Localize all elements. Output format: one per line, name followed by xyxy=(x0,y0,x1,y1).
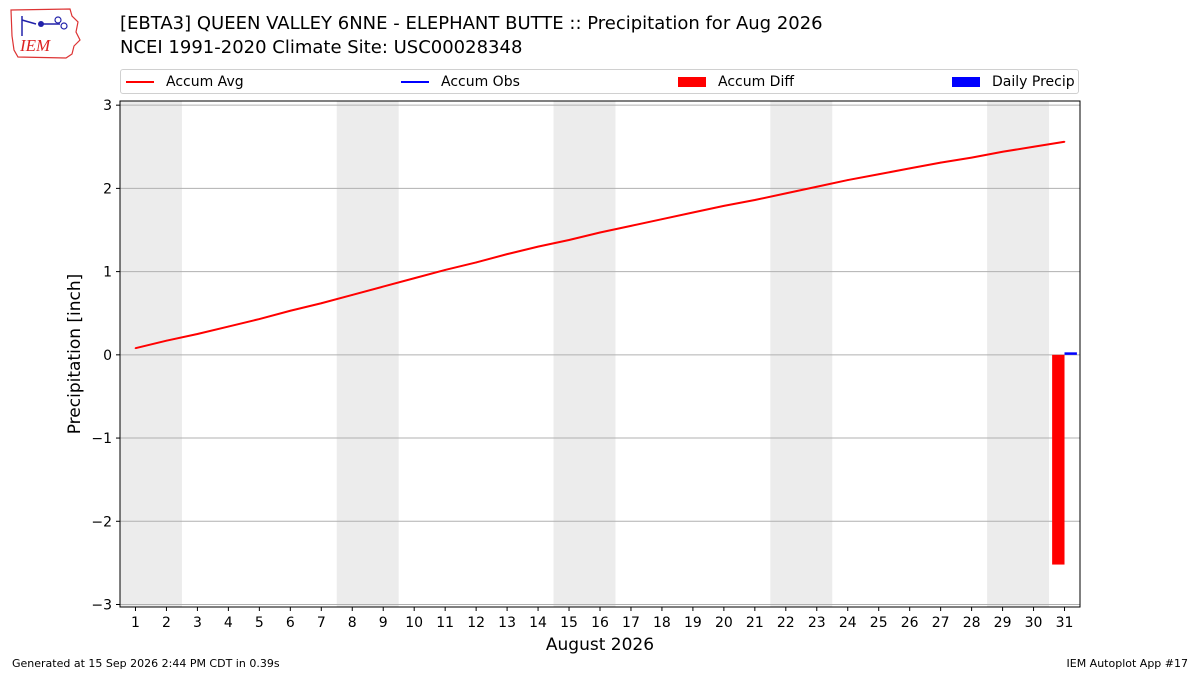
x-tick-label: 1 xyxy=(131,615,140,631)
y-tick-label: −3 xyxy=(91,598,112,614)
data-point xyxy=(815,185,818,188)
weekend-shade xyxy=(120,101,182,607)
legend-item-accum-avg: Accum Avg xyxy=(126,73,244,91)
y-tick-label: 1 xyxy=(103,265,112,281)
data-point xyxy=(537,245,539,248)
x-tick-label: 12 xyxy=(467,615,485,631)
data-point xyxy=(134,347,137,349)
legend-swatch-daily-precip xyxy=(952,77,980,87)
data-point xyxy=(196,333,199,335)
data-point xyxy=(289,309,292,312)
logo-text: IEM xyxy=(19,36,51,55)
data-point xyxy=(475,261,477,264)
data-point xyxy=(877,173,880,176)
x-tick-label: 16 xyxy=(591,615,609,631)
bar-daily-precip xyxy=(1064,352,1077,355)
x-tick-label: 18 xyxy=(653,615,671,631)
x-tick-label: 23 xyxy=(808,615,826,631)
data-point xyxy=(754,199,756,201)
data-point xyxy=(165,339,168,342)
data-point xyxy=(1001,150,1004,153)
data-point xyxy=(258,318,261,320)
x-tick-label: 30 xyxy=(1025,615,1043,631)
x-tick-label: 28 xyxy=(963,615,981,631)
x-tick-label: 17 xyxy=(622,615,640,631)
data-point xyxy=(939,161,942,164)
plot-frame xyxy=(119,100,1081,608)
x-tick-label: 5 xyxy=(255,615,264,631)
data-point xyxy=(351,294,354,296)
data-point xyxy=(444,269,446,271)
y-tick-label: 0 xyxy=(103,348,112,364)
x-tick-label: 24 xyxy=(839,615,857,631)
data-point xyxy=(568,239,570,241)
legend-label: Accum Obs xyxy=(441,74,520,90)
x-tick-label: 22 xyxy=(777,615,795,631)
legend-swatch-accum-avg xyxy=(126,81,154,83)
x-tick-label: 13 xyxy=(498,615,516,631)
y-tick-label: −2 xyxy=(91,514,112,530)
data-point xyxy=(506,253,508,255)
x-tick-label: 7 xyxy=(317,615,326,631)
legend: Accum Avg Accum Obs Accum Diff Daily Pre… xyxy=(120,69,1079,94)
data-point xyxy=(970,156,973,159)
weekend-shade xyxy=(987,101,1050,607)
legend-label: Accum Avg xyxy=(166,74,244,90)
weekend-shade xyxy=(770,101,833,607)
x-tick-label: 3 xyxy=(193,615,202,631)
data-point xyxy=(599,231,601,234)
x-tick-label: 29 xyxy=(994,615,1012,631)
iem-logo: IEM xyxy=(10,8,81,59)
data-point xyxy=(630,225,632,227)
data-point xyxy=(723,205,725,207)
data-point xyxy=(785,192,787,195)
generated-timestamp: Generated at 15 Sep 2026 2:44 PM CDT in … xyxy=(12,657,280,670)
x-tick-label: 14 xyxy=(529,615,547,631)
y-tick-label: 2 xyxy=(103,181,112,197)
autoplot-app-label: IEM Autoplot App #17 xyxy=(1066,657,1189,670)
x-tick-label: 4 xyxy=(224,615,233,631)
data-point xyxy=(413,277,415,280)
y-tick-label: 3 xyxy=(103,98,112,114)
legend-label: Daily Precip xyxy=(992,74,1075,90)
legend-label: Accum Diff xyxy=(718,74,795,90)
x-tick-label: 2 xyxy=(162,615,171,631)
data-point xyxy=(908,167,911,170)
data-point xyxy=(1063,140,1066,143)
data-point xyxy=(661,218,663,220)
y-axis-label: Precipitation [inch] xyxy=(65,274,85,435)
x-tick-label: 6 xyxy=(286,615,295,631)
legend-swatch-accum-diff xyxy=(678,77,706,87)
x-tick-label: 8 xyxy=(348,615,357,631)
x-tick-label: 19 xyxy=(684,615,702,631)
data-point xyxy=(382,285,385,288)
data-point xyxy=(227,325,230,328)
x-tick-label: 31 xyxy=(1056,615,1074,631)
x-tick-label: 21 xyxy=(746,615,764,631)
data-point xyxy=(320,302,323,305)
weekend-shade xyxy=(553,101,616,607)
data-point xyxy=(692,211,694,214)
legend-item-daily-precip: Daily Precip xyxy=(952,73,1075,91)
data-point xyxy=(846,179,849,181)
legend-swatch-accum-obs xyxy=(401,81,429,83)
x-axis-label: August 2026 xyxy=(546,635,654,655)
y-tick-label: −1 xyxy=(91,431,112,447)
x-tick-label: 25 xyxy=(870,615,888,631)
x-tick-label: 20 xyxy=(715,615,733,631)
x-tick-label: 9 xyxy=(379,615,388,631)
x-tick-label: 15 xyxy=(560,615,578,631)
bar-accum-diff xyxy=(1052,354,1065,565)
weekend-shade xyxy=(336,101,399,607)
x-tick-label: 26 xyxy=(901,615,919,631)
legend-item-accum-diff: Accum Diff xyxy=(678,73,794,91)
legend-item-accum-obs: Accum Obs xyxy=(401,73,520,91)
x-tick-label: 10 xyxy=(405,615,423,631)
x-tick-label: 27 xyxy=(932,615,950,631)
chart-subtitle: NCEI 1991-2020 Climate Site: USC00028348 xyxy=(120,37,523,58)
x-tick-label: 11 xyxy=(436,615,454,631)
data-point xyxy=(1032,145,1035,148)
chart-title: [EBTA3] QUEEN VALLEY 6NNE - ELEPHANT BUT… xyxy=(120,13,823,34)
